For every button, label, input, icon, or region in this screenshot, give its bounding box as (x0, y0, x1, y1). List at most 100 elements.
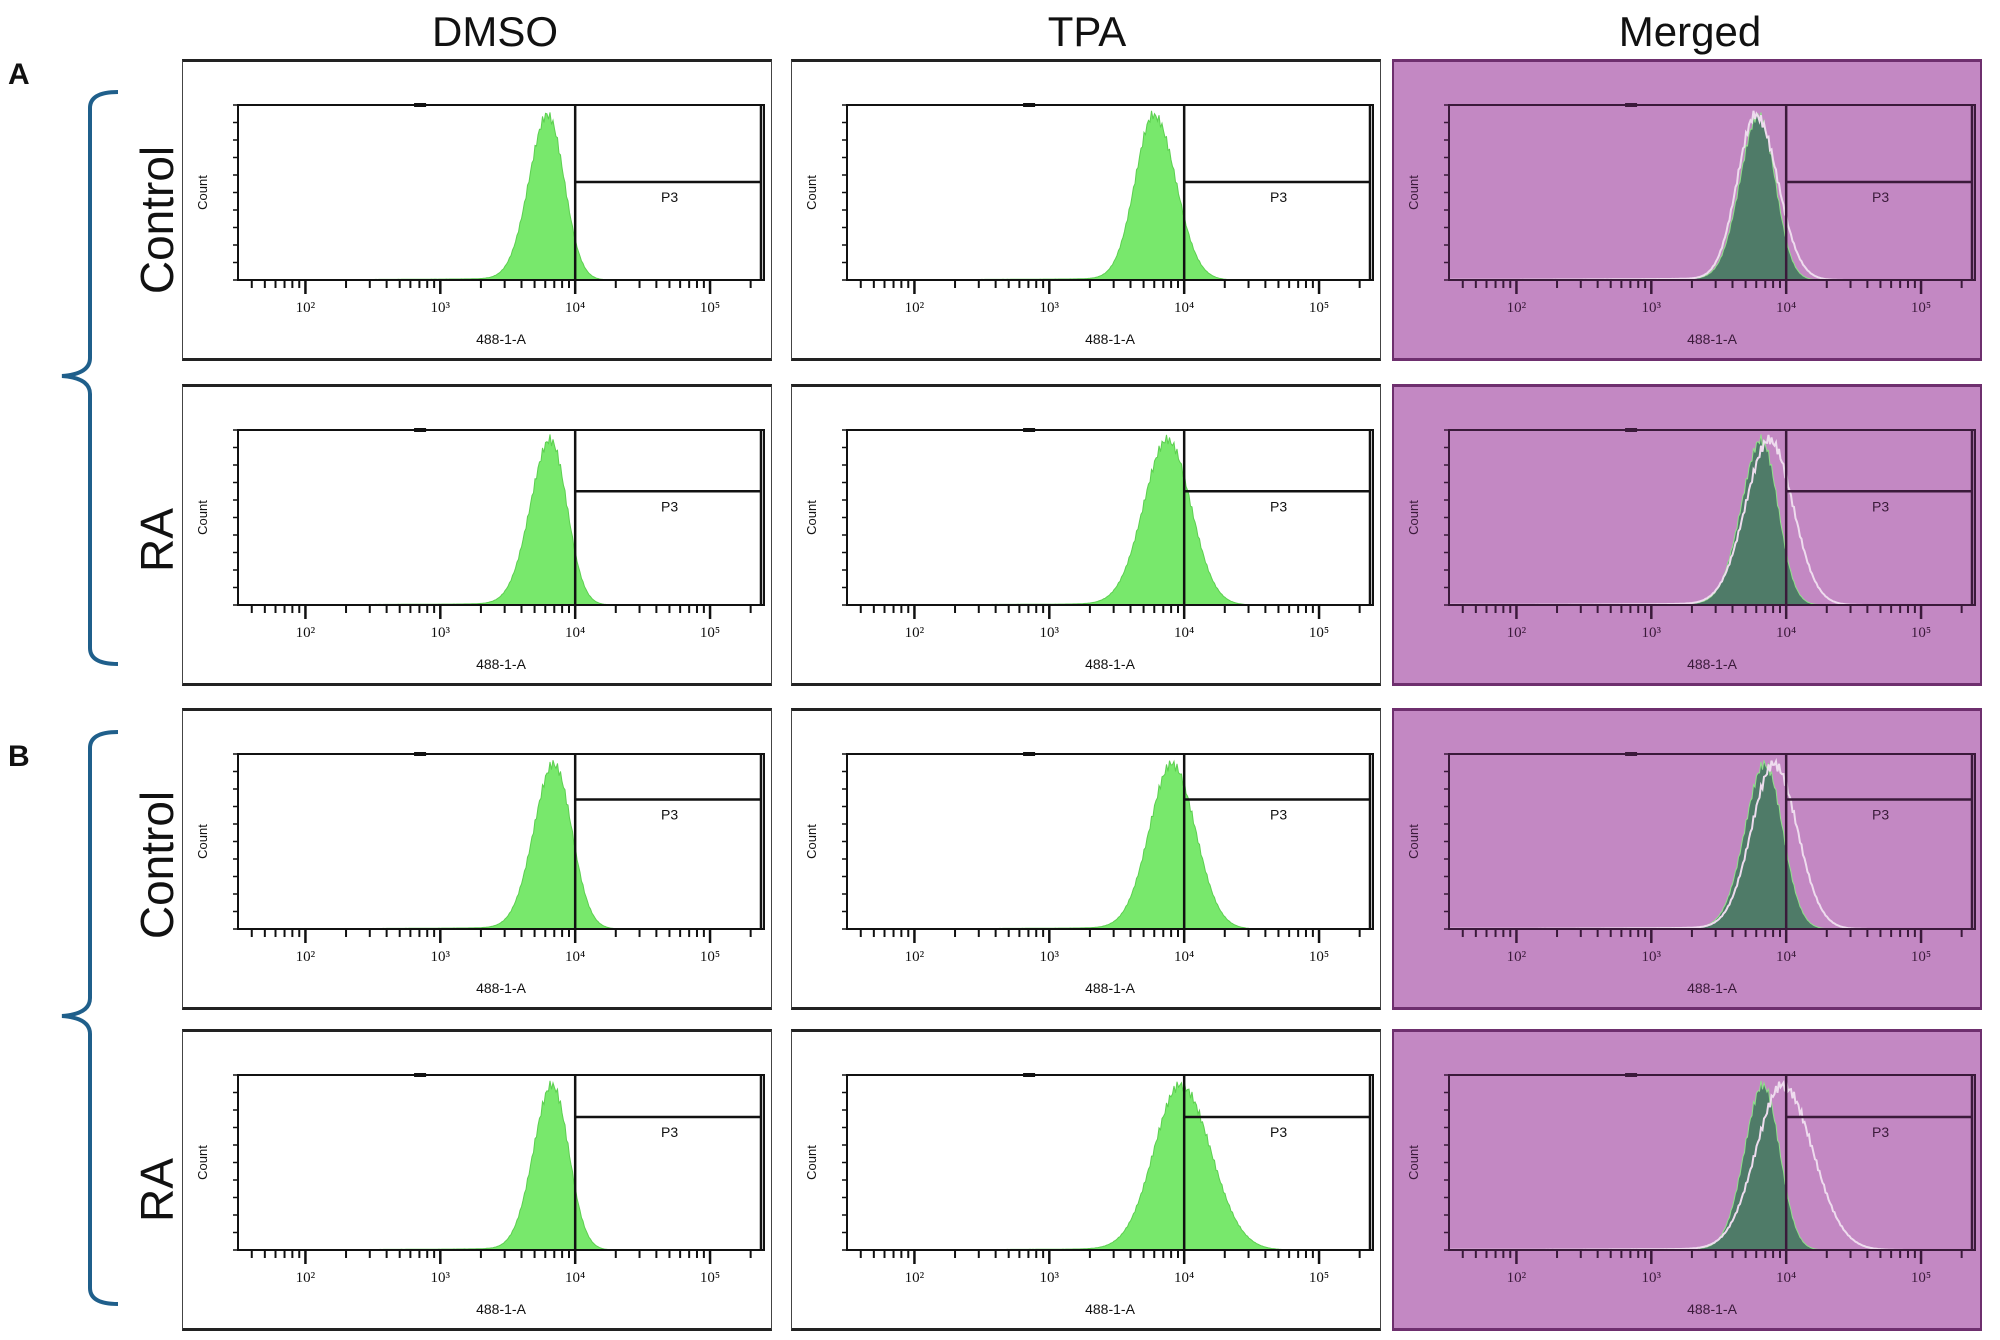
x-tick-label: 10³ (1642, 300, 1662, 316)
histogram-panel-b-ra-tpa: 10² 10³ 10⁴ 10⁵ 488-1-A Count P3 (791, 1029, 1381, 1331)
x-tick-label: 10⁵ (700, 949, 720, 965)
x-tick-label: 10⁴ (565, 1270, 585, 1286)
x-tick-label: 10⁴ (1174, 625, 1194, 641)
histogram-plot: 10² 10³ 10⁴ 10⁵ 488-1-A Count P3 (195, 428, 765, 672)
x-tick-label: 10⁵ (700, 625, 720, 641)
histogram-tpa-overlay (1448, 110, 1975, 281)
x-axis-label: 488-1-A (1687, 331, 1737, 347)
gate-label: P3 (1270, 1124, 1287, 1140)
row-label-text: Control (131, 790, 183, 940)
plot-frame (1448, 429, 1976, 606)
plot-frame (237, 753, 765, 930)
histogram-dmso-overlay (1448, 112, 1975, 281)
x-tick-label: 10³ (431, 625, 451, 641)
x-tick-label: 10² (296, 1270, 316, 1286)
histogram-plot: 10² 10³ 10⁴ 10⁵ 488-1-A Count P3 (1406, 1073, 1976, 1317)
histogram-dmso-overlay (1448, 434, 1975, 606)
top-marker (1023, 428, 1036, 432)
histogram-panel-b-control-tpa: 10² 10³ 10⁴ 10⁵ 488-1-A Count P3 (791, 708, 1381, 1010)
x-axis-label: 488-1-A (1687, 980, 1737, 996)
x-tick-label: 10³ (1642, 1270, 1662, 1286)
column-header-dmso: DMSO (432, 8, 558, 55)
top-marker (1625, 752, 1638, 756)
gate-label: P3 (1872, 807, 1889, 823)
x-tick-label: 10² (296, 949, 316, 965)
x-axis-label: 488-1-A (1085, 1301, 1135, 1317)
histogram-dmso-overlay (1448, 760, 1975, 930)
x-tick-label: 10² (905, 625, 925, 641)
histogram-tpa-overlay (1448, 1080, 1975, 1251)
plot-frame (237, 104, 765, 281)
top-marker (1625, 428, 1638, 432)
top-marker (414, 752, 427, 756)
gate-label: P3 (1872, 498, 1889, 514)
plot-frame (237, 1074, 765, 1251)
plot-frame (237, 429, 765, 606)
plot-frame (1448, 1074, 1976, 1251)
x-tick-label: 10⁴ (565, 300, 585, 316)
x-tick-label: 10³ (431, 300, 451, 316)
histogram-tpa (846, 434, 1373, 606)
x-tick-label: 10⁴ (1174, 949, 1194, 965)
x-tick-label: 10⁵ (1911, 1270, 1931, 1286)
x-tick-label: 10⁵ (1309, 625, 1329, 641)
x-tick-label: 10² (905, 949, 925, 965)
y-axis-label: Count (195, 1145, 210, 1180)
x-tick-label: 10⁵ (1911, 625, 1931, 641)
brace-group-a (61, 90, 119, 666)
histogram-dmso (237, 760, 764, 930)
x-tick-label: 10² (296, 300, 316, 316)
plot-frame (846, 1074, 1374, 1251)
column-header-merged: Merged (1618, 8, 1762, 55)
x-axis-label: 488-1-A (1085, 331, 1135, 347)
histogram-plot: 10² 10³ 10⁴ 10⁵ 488-1-A Count P3 (1406, 103, 1976, 347)
histogram-panel-a-ra-tpa: 10² 10³ 10⁴ 10⁵ 488-1-A Count P3 (791, 384, 1381, 686)
plot-frame (846, 429, 1374, 606)
top-marker (1023, 752, 1036, 756)
row-label-text: RA (131, 508, 183, 572)
top-marker (1625, 1073, 1638, 1077)
histogram-plot: 10² 10³ 10⁴ 10⁵ 488-1-A Count P3 (1406, 428, 1976, 672)
x-tick-label: 10³ (1642, 625, 1662, 641)
row-label-text: RA (131, 1158, 183, 1222)
histogram-dmso (237, 434, 764, 606)
x-axis-label: 488-1-A (476, 331, 526, 347)
histogram-plot: 10² 10³ 10⁴ 10⁵ 488-1-A Count P3 (195, 752, 765, 996)
x-tick-label: 10³ (431, 1270, 451, 1286)
histogram-tpa (846, 759, 1373, 930)
x-axis-label: 488-1-A (476, 980, 526, 996)
plot-frame (1448, 753, 1976, 930)
x-axis-label: 488-1-A (1687, 1301, 1737, 1317)
x-axis-label: 488-1-A (1085, 980, 1135, 996)
histogram-tpa-overlay (1448, 757, 1975, 930)
y-axis-label: Count (1406, 175, 1421, 210)
x-axis-label: 488-1-A (476, 656, 526, 672)
group-label-b: B (8, 740, 30, 773)
histogram-dmso (237, 1080, 764, 1251)
x-tick-label: 10⁵ (700, 1270, 720, 1286)
histogram-dmso-overlay (1448, 1080, 1975, 1251)
gate-label: P3 (661, 189, 678, 205)
x-axis-label: 488-1-A (1085, 656, 1135, 672)
histogram-plot: 10² 10³ 10⁴ 10⁵ 488-1-A Count P3 (1406, 752, 1976, 996)
column-header-tpa: TPA (1047, 8, 1127, 55)
brace-group-b (61, 730, 119, 1306)
y-axis-label: Count (195, 824, 210, 859)
x-tick-label: 10⁴ (1776, 300, 1796, 316)
histogram-tpa-overlay (1448, 434, 1975, 606)
histogram-plot: 10² 10³ 10⁴ 10⁵ 488-1-A Count P3 (195, 103, 765, 347)
histogram-plot: 10² 10³ 10⁴ 10⁵ 488-1-A Count P3 (804, 1073, 1374, 1317)
x-axis-label: 488-1-A (1687, 656, 1737, 672)
histogram-panel-a-control-tpa: 10² 10³ 10⁴ 10⁵ 488-1-A Count P3 (791, 59, 1381, 361)
x-tick-label: 10⁴ (1174, 1270, 1194, 1286)
x-tick-label: 10⁴ (1776, 949, 1796, 965)
x-tick-label: 10³ (1040, 300, 1060, 316)
histogram-panel-a-ra-dmso: 10² 10³ 10⁴ 10⁵ 488-1-A Count P3 (182, 384, 772, 686)
x-tick-label: 10² (1507, 949, 1527, 965)
plot-frame (846, 753, 1374, 930)
x-tick-label: 10³ (1642, 949, 1662, 965)
x-tick-label: 10² (1507, 300, 1527, 316)
x-tick-label: 10² (1507, 1270, 1527, 1286)
histogram-plot: 10² 10³ 10⁴ 10⁵ 488-1-A Count P3 (804, 752, 1374, 996)
gate-label: P3 (1270, 498, 1287, 514)
